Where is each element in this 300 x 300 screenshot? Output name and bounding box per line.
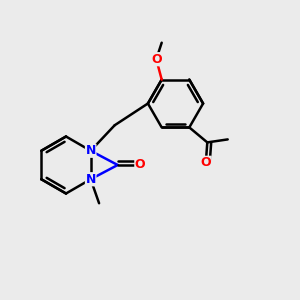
Text: N: N (85, 144, 96, 157)
Text: O: O (200, 156, 211, 169)
Text: N: N (85, 173, 96, 186)
Text: O: O (151, 53, 162, 66)
Text: O: O (135, 158, 146, 172)
